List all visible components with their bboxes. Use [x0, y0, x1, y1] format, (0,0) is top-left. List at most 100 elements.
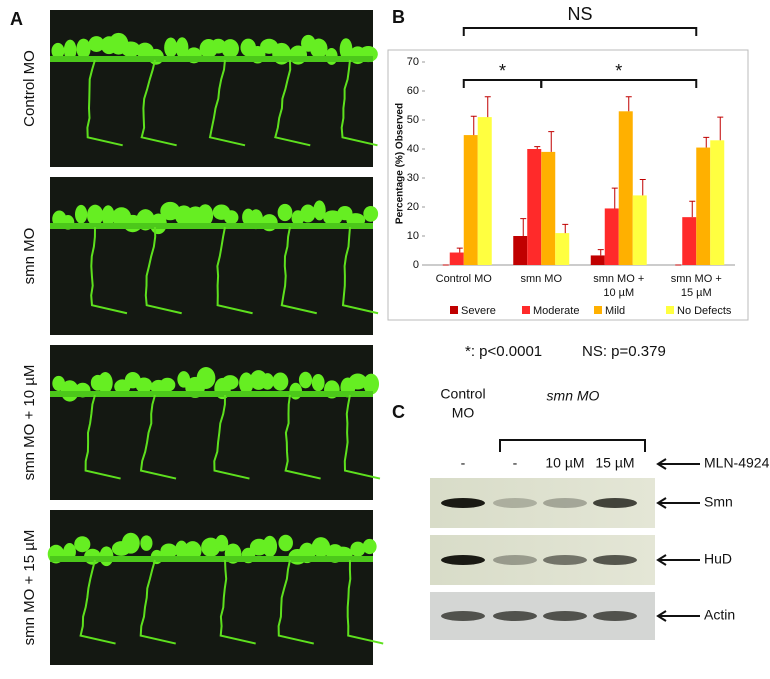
axon [79, 559, 116, 645]
cell-body [51, 42, 65, 59]
x-tick-label: smn MO +15 µM [671, 273, 722, 299]
bar [696, 147, 711, 265]
axon [140, 59, 177, 147]
bar [632, 195, 647, 265]
cell-body [221, 375, 239, 390]
chart-frame [387, 49, 749, 321]
axon [341, 226, 379, 315]
cell-body [63, 39, 77, 61]
cell-body [300, 204, 316, 223]
cell-body [164, 37, 178, 58]
significance-label: * [615, 61, 622, 81]
lane-label: - [461, 455, 466, 471]
cell-body [261, 373, 275, 390]
band [543, 498, 587, 508]
axon [208, 59, 246, 147]
bar [682, 217, 697, 265]
cell-body [76, 38, 91, 59]
y-tick-label: 70 [407, 56, 419, 68]
cell-body [339, 38, 353, 61]
error-bar [534, 146, 541, 149]
band [441, 498, 485, 508]
lane-label: - [513, 455, 518, 471]
arrow [656, 458, 700, 470]
cell-body [277, 203, 293, 222]
cell-body [74, 536, 91, 553]
arrow [656, 610, 700, 622]
lane-header: MO [452, 405, 475, 421]
band [593, 611, 637, 621]
band [493, 498, 537, 508]
y-tick-label: 60 [407, 85, 419, 97]
cell-body [140, 535, 153, 551]
bar [604, 208, 619, 265]
cell-body [278, 534, 293, 552]
error-bar [717, 116, 724, 141]
error-bar [484, 96, 491, 118]
axon [284, 394, 321, 480]
cell-body [135, 377, 153, 394]
error-bar [597, 249, 604, 256]
significance-label: NS [567, 4, 592, 24]
row-label: smn MO [21, 228, 38, 285]
error-bar [520, 218, 527, 236]
y-tick-label: 20 [407, 201, 419, 213]
legend-swatch [594, 306, 602, 314]
axon [139, 559, 176, 645]
bar [513, 236, 528, 265]
cell-body [223, 210, 239, 225]
axon [213, 394, 250, 480]
cell-body [350, 541, 366, 557]
row-label: smn MO + 10 µM [21, 365, 38, 481]
cell-body [262, 535, 278, 558]
legend-swatch [450, 306, 458, 314]
legend-label: Severe [461, 305, 496, 317]
axon [274, 59, 311, 147]
spinal-cord [50, 556, 373, 562]
band [493, 555, 537, 565]
lane-header: smn MO [547, 388, 600, 404]
axon [280, 226, 317, 315]
y-axis-label: Percentage (%) Observed [395, 103, 406, 224]
arrow [656, 497, 700, 509]
spinal-cord [50, 56, 373, 62]
lane-header: Control [440, 386, 485, 402]
axon [219, 559, 256, 645]
cell-body [101, 205, 115, 227]
arrow-label: HuD [704, 551, 732, 567]
cell-body [121, 532, 140, 554]
legend-swatch [522, 306, 530, 314]
error-bar [470, 115, 477, 136]
cell-body [363, 373, 380, 395]
cell-body [310, 38, 328, 59]
band [593, 498, 637, 508]
axon [343, 394, 381, 480]
cell-body [175, 37, 189, 59]
band [441, 555, 485, 565]
band [543, 555, 587, 565]
error-bar [456, 247, 463, 253]
arrow-label: Smn [704, 494, 733, 510]
significance-bracket [540, 79, 698, 88]
footnote: NS: p=0.379 [582, 343, 666, 360]
y-tick-label: 50 [407, 114, 419, 126]
row-label: smn MO + 15 µM [21, 530, 38, 646]
axon [277, 559, 315, 645]
cell-body [97, 372, 113, 394]
error-bar [548, 131, 555, 152]
band [543, 611, 587, 621]
panel-label: B [392, 7, 405, 27]
cell-body [348, 373, 367, 390]
cell-body [311, 373, 325, 392]
arrow-label: MLN-4924 [704, 455, 770, 471]
axon [346, 559, 384, 645]
bar [618, 111, 633, 265]
significance-label: * [499, 61, 506, 81]
x-tick-label: smn MO +10 µM [593, 273, 644, 299]
axon [86, 59, 123, 147]
cell-body [221, 39, 240, 59]
bar [527, 149, 542, 265]
axon [84, 394, 121, 480]
cell-body [298, 371, 313, 389]
